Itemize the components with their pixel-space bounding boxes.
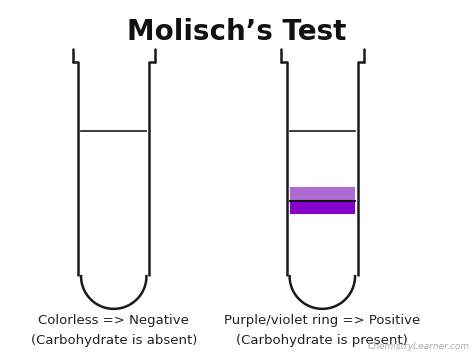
Text: Molisch’s Test: Molisch’s Test [128,18,346,46]
Text: (Carbohydrate is absent): (Carbohydrate is absent) [30,334,197,347]
Text: Colorless => Negative: Colorless => Negative [38,314,189,327]
Text: Purple/violet ring => Positive: Purple/violet ring => Positive [224,314,420,327]
Bar [290,201,355,214]
Bar [290,187,355,201]
Text: (Carbohydrate is present): (Carbohydrate is present) [237,334,408,347]
Text: ChemistryLearner.com: ChemistryLearner.com [367,343,469,351]
